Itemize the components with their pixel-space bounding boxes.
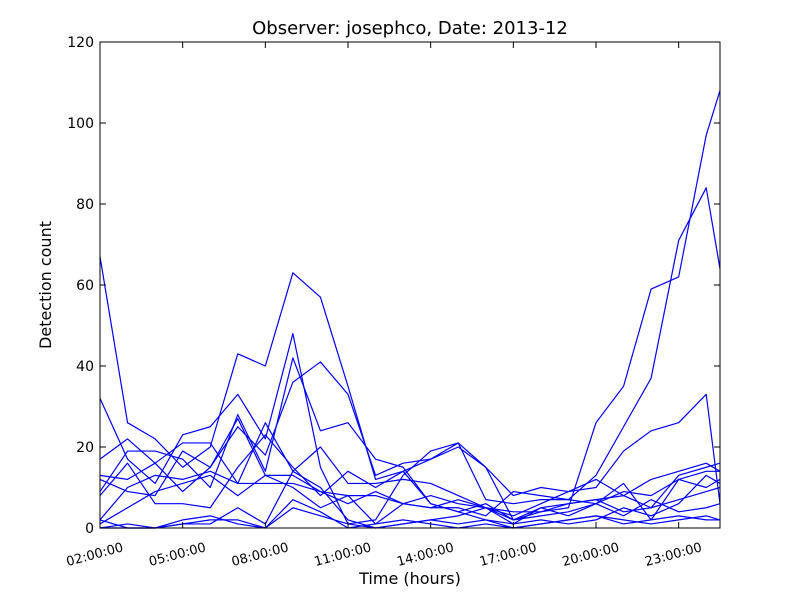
y-tick-label-120: 120 — [67, 35, 94, 51]
series-line-3 — [99, 393, 721, 517]
series-line-1 — [99, 90, 721, 521]
series-line-5 — [99, 357, 721, 525]
series-line-12 — [100, 507, 721, 529]
y-axis-title: Detection count — [36, 221, 55, 349]
y-tick-label-0: 0 — [85, 521, 94, 537]
series-line-7 — [99, 434, 721, 521]
series-line-4 — [99, 361, 721, 497]
y-tick-label-20: 20 — [76, 440, 94, 456]
chart-title: Observer: josephco, Date: 2013-12 — [252, 18, 568, 39]
y-tick-label-40: 40 — [76, 359, 94, 375]
series-layer — [99, 90, 721, 529]
series-line-2 — [99, 187, 721, 525]
x-axis-title: Time (hours) — [358, 569, 461, 588]
y-tick-label-60: 60 — [76, 278, 94, 294]
y-tick-label-100: 100 — [67, 116, 94, 132]
y-tick-label-80: 80 — [76, 197, 94, 213]
series-line-9 — [99, 474, 721, 525]
series-line-8 — [99, 470, 721, 521]
